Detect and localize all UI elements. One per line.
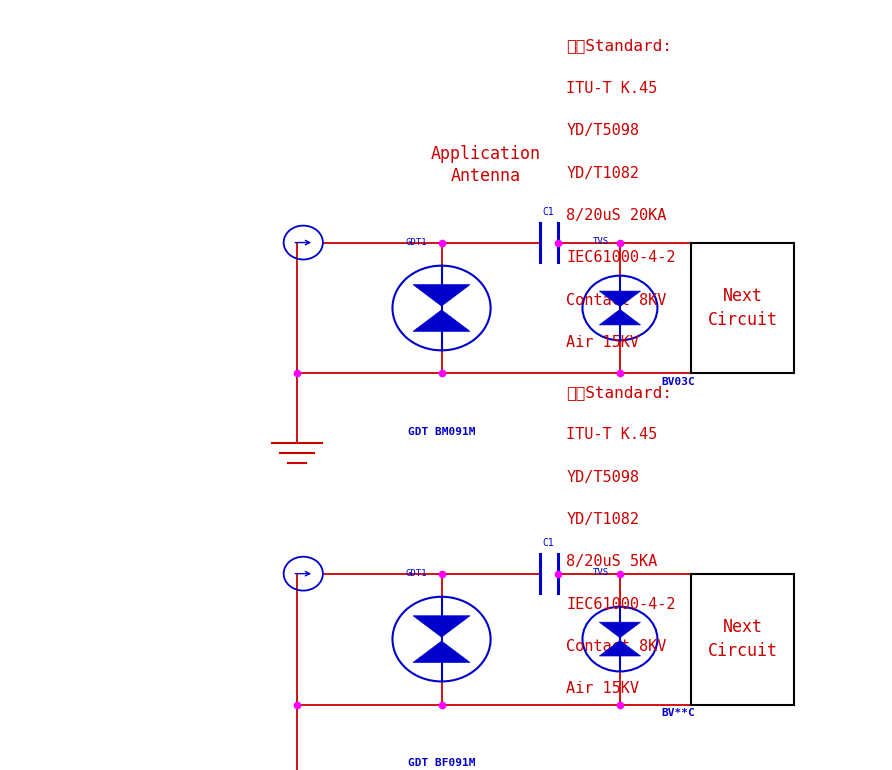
Text: 室外Standard:: 室外Standard: [566, 38, 673, 53]
Bar [691, 574, 794, 705]
Text: 8/20uS 5KA: 8/20uS 5KA [566, 554, 657, 569]
Text: Air 15KV: Air 15KV [566, 335, 640, 350]
Text: GDT BM091M: GDT BM091M [408, 427, 475, 437]
Polygon shape [413, 616, 470, 637]
Text: C1: C1 [542, 207, 555, 217]
Text: IEC61000-4-2: IEC61000-4-2 [566, 597, 676, 611]
Text: Next
Circuit: Next Circuit [707, 287, 778, 329]
Text: BV03C: BV03C [662, 377, 696, 387]
Polygon shape [599, 641, 640, 656]
Text: Application
Antenna: Application Antenna [431, 145, 541, 185]
Text: Contact 8KV: Contact 8KV [566, 293, 667, 307]
Text: GDT BF091M: GDT BF091M [408, 758, 475, 768]
Text: YD/T1082: YD/T1082 [566, 512, 640, 527]
Text: GDT1: GDT1 [405, 569, 426, 578]
Text: GDT1: GDT1 [405, 238, 426, 246]
Polygon shape [413, 641, 470, 662]
Text: Air 15KV: Air 15KV [566, 681, 640, 696]
Text: YD/T5098: YD/T5098 [566, 470, 640, 484]
Text: ITU-T K.45: ITU-T K.45 [566, 427, 657, 442]
Polygon shape [599, 622, 640, 638]
Text: BV**C: BV**C [662, 708, 696, 718]
Bar [691, 243, 794, 373]
Polygon shape [599, 291, 640, 306]
Text: 室内Standard:: 室内Standard: [566, 385, 673, 400]
Text: TVS: TVS [592, 237, 608, 246]
Text: YD/T5098: YD/T5098 [566, 123, 640, 138]
Polygon shape [413, 285, 470, 306]
Text: Contact 8KV: Contact 8KV [566, 639, 667, 654]
Polygon shape [413, 310, 470, 331]
Text: IEC61000-4-2: IEC61000-4-2 [566, 250, 676, 265]
Text: Next
Circuit: Next Circuit [707, 618, 778, 660]
Text: 8/20uS 20KA: 8/20uS 20KA [566, 208, 667, 223]
Text: YD/T1082: YD/T1082 [566, 166, 640, 180]
Text: TVS: TVS [592, 568, 608, 577]
Text: C1: C1 [542, 538, 555, 548]
Polygon shape [599, 310, 640, 325]
Text: ITU-T K.45: ITU-T K.45 [566, 81, 657, 95]
